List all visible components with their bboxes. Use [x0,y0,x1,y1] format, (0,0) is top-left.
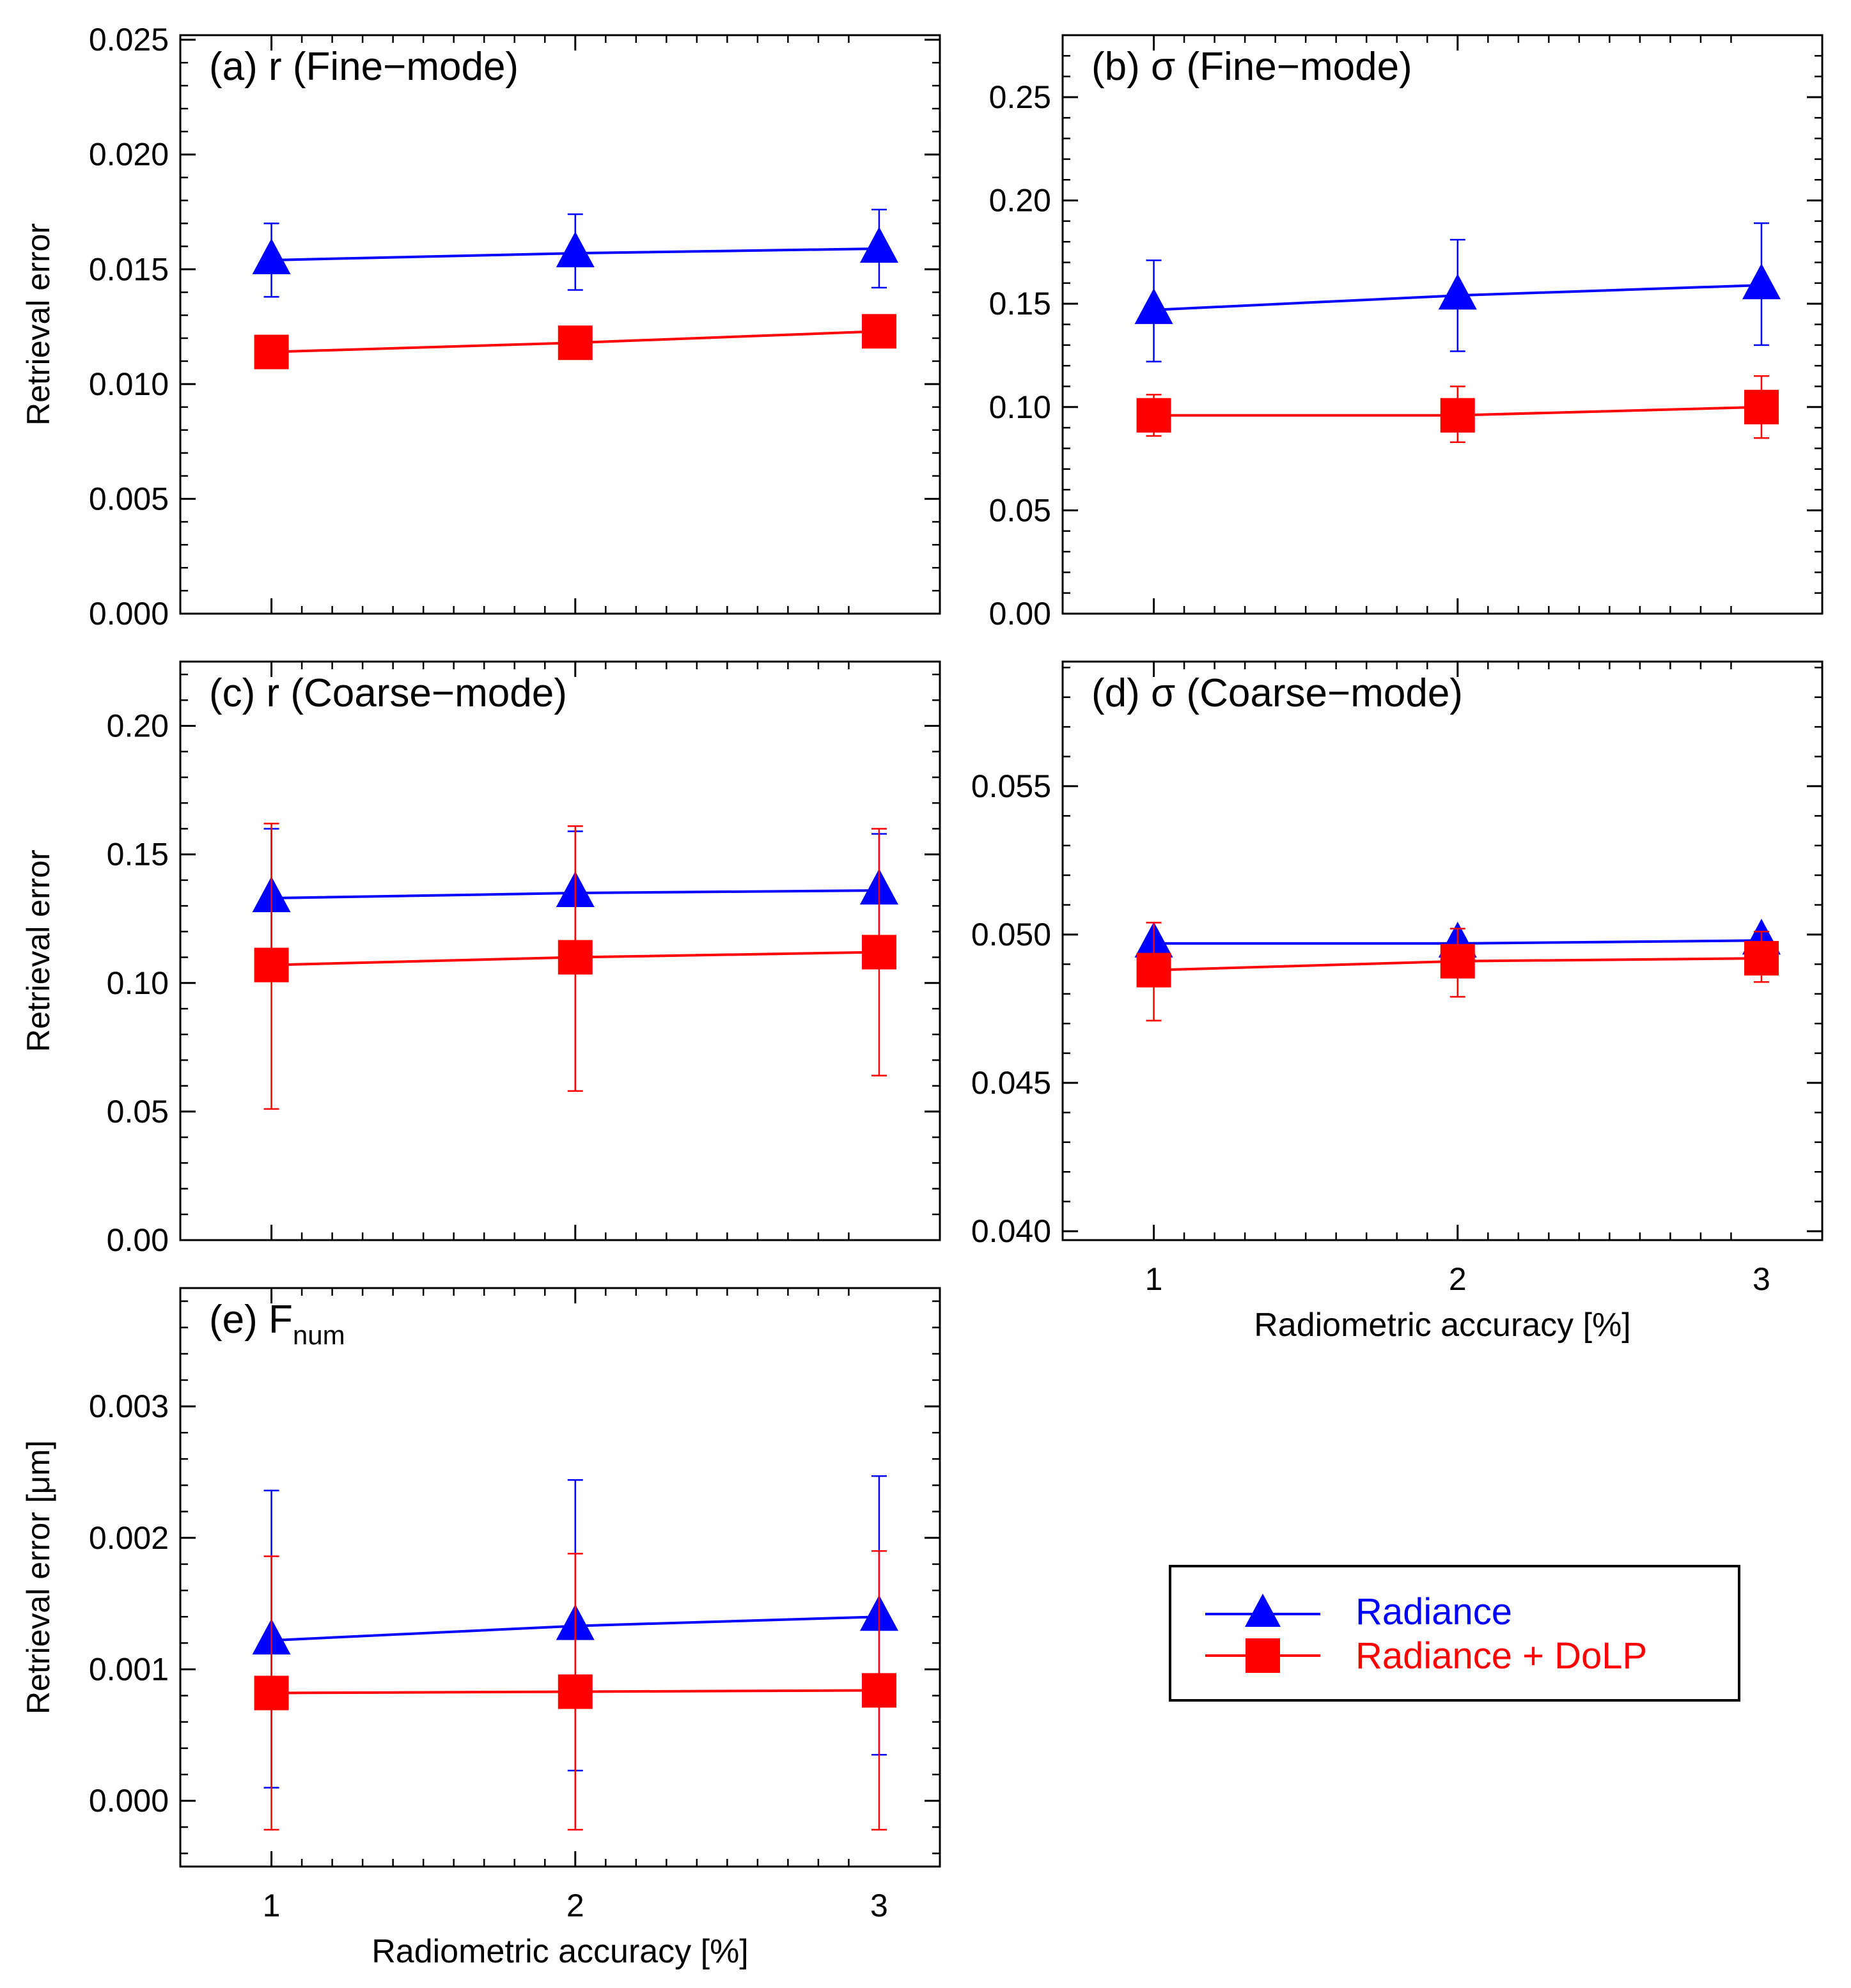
panel-b: 0.00 0.05 0.10 0.15 0.20 0.25 (b) σ (Fine−mode… [989,34,1824,632]
y-tick-label: 0.00 [107,1222,169,1258]
plot-frame [1061,660,1824,1241]
y-tick-label: 0.015 [89,251,169,287]
y-tick-label: 0.000 [89,596,169,632]
data-point-radiance [1438,274,1477,310]
data-point-radiance-dolp [1136,398,1171,433]
y-tick-label: 0.040 [971,1213,1051,1249]
y-tick-label: 0.003 [89,1388,169,1424]
data-point-radiance [252,238,291,274]
plot-frame [179,34,941,615]
legend-radiance-label: Radiance [1355,1591,1512,1633]
y-tick-label: 0.055 [971,768,1051,804]
y-tick-label: 0.25 [989,79,1051,115]
y-tick-label: 0.20 [989,183,1051,219]
panel-title-main: (c) r (Coarse−mode) [209,671,567,715]
panel-title: (c) r (Coarse−mode) [209,671,567,715]
plot-frame [179,660,941,1241]
x-tick-label: 3 [1753,1261,1770,1297]
y-tick-label: 0.20 [107,708,169,744]
data-point-radiance-dolp [254,1675,289,1711]
data-point-radiance [1742,263,1781,300]
panel-title-subscript: num [293,1320,345,1350]
y-tick-label: 0.045 [971,1065,1051,1101]
panel-title-main: (e) F [209,1298,293,1342]
panel-title-main: (b) σ (Fine−mode) [1091,45,1412,89]
data-point-radiance-dolp [254,947,289,982]
x-tick-label: 1 [1145,1261,1163,1297]
panel-title-main: (d) σ (Coarse−mode) [1091,671,1463,715]
data-point-radiance-dolp [558,940,593,975]
legend-radiance-marker [1245,1594,1281,1627]
x-tick-label: 2 [566,1888,584,1923]
data-point-radiance-dolp [861,935,896,970]
panel-title: (b) σ (Fine−mode) [1091,45,1412,89]
data-point-radiance [1134,288,1173,324]
y-tick-label: 0.002 [89,1520,169,1556]
data-point-radiance-dolp [1744,941,1779,976]
y-tick-label: 0.050 [971,917,1051,952]
legend: Radiance Radiance + DoLP [1169,1565,1740,1702]
data-point-radiance-dolp [1136,952,1171,988]
y-tick-label: 0.025 [89,22,169,58]
panel-d: 0.040 0.045 0.050 0.055 1 2 3 Radiometric accur… [971,660,1824,1344]
data-point-radiance [556,231,595,268]
y-tick-label: 0.001 [89,1651,169,1687]
y-tick-label: 0.05 [989,492,1051,528]
y-axis-label: Retrieval error [μm] [20,1440,56,1714]
legend-radiance-dolp-marker [1246,1638,1280,1673]
x-axis-label: Radiometric accuracy [%] [371,1933,749,1970]
data-point-radiance-dolp [558,325,593,361]
data-point-radiance-dolp [558,1674,593,1709]
y-tick-label: 0.000 [89,1783,169,1819]
y-tick-label: 0.10 [989,389,1051,425]
y-tick-label: 0.005 [89,481,169,516]
plot-frame [179,1287,941,1868]
x-axis-label: Radiometric accuracy [%] [1254,1307,1631,1344]
panel-a: 0.000 0.005 0.010 0.015 0.020 0.025 Retrieval … [20,22,941,632]
panel-title: (e) Fnum [209,1298,345,1350]
data-point-radiance-dolp [861,314,896,349]
y-tick-label: 0.010 [89,366,169,402]
panel-c: 0.00 0.05 0.10 0.15 0.20 Retrieval error (c) r… [20,660,941,1258]
y-axis-label: Retrieval error [20,223,56,426]
data-point-radiance [859,226,898,263]
data-point-radiance-dolp [1744,389,1779,424]
data-point-radiance-dolp [861,1673,896,1708]
y-tick-label: 0.020 [89,137,169,173]
x-tick-label: 2 [1449,1261,1467,1297]
panel-title: (d) σ (Coarse−mode) [1091,671,1463,715]
x-tick-label: 3 [870,1888,888,1923]
y-tick-label: 0.15 [989,286,1051,322]
y-tick-label: 0.10 [107,965,169,1001]
data-point-radiance-dolp [1440,398,1475,433]
y-axis-label: Retrieval error [20,850,56,1052]
y-tick-label: 0.05 [107,1094,169,1130]
panel-e: 0.000 0.001 0.002 0.003 1 2 3 Radiometric accur… [20,1287,941,1970]
data-point-radiance-dolp [254,334,289,369]
data-point-radiance-dolp [1440,944,1475,979]
x-tick-label: 1 [263,1888,281,1923]
panels: 0.000 0.005 0.010 0.015 0.020 0.025 Retrieval … [20,22,1824,1970]
y-tick-label: 0.15 [107,837,169,873]
y-tick-label: 0.00 [989,596,1051,632]
panel-title-main: (a) r (Fine−mode) [209,45,519,89]
panel-title: (a) r (Fine−mode) [209,45,519,89]
legend-radiance-dolp-label: Radiance + DoLP [1355,1635,1647,1677]
legend-frame [1169,1565,1740,1702]
